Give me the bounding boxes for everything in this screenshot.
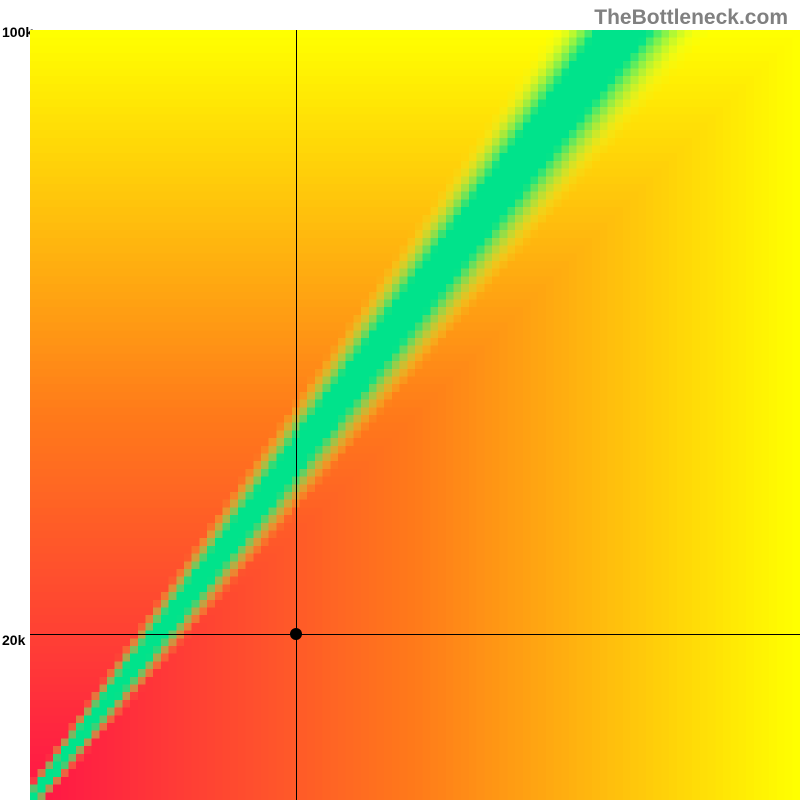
- chart-area: [30, 30, 800, 800]
- crosshair-horizontal: [30, 634, 800, 635]
- y-axis-tick-20k: 20k: [2, 632, 25, 648]
- y-axis-tick-100k: 100k: [2, 24, 33, 40]
- crosshair-vertical: [296, 30, 297, 800]
- watermark-text: TheBottleneck.com: [594, 6, 788, 30]
- bottleneck-heatmap: [30, 30, 800, 800]
- selected-point-marker: [290, 628, 302, 640]
